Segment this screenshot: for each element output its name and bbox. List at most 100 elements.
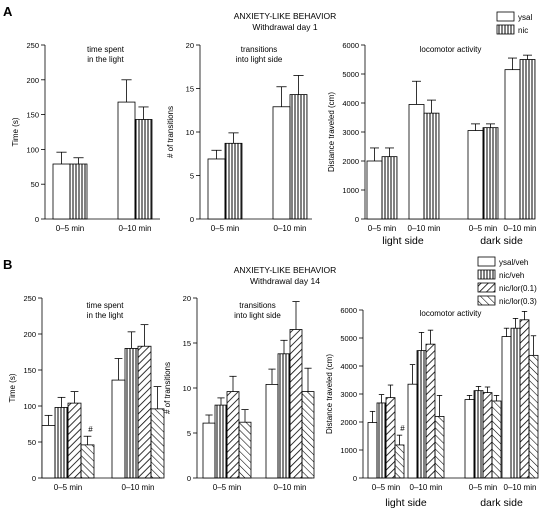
- bar: [519, 319, 530, 479]
- y-tick-label: 250: [26, 41, 39, 50]
- legend-label: ysal/veh: [499, 258, 528, 267]
- bar: [41, 425, 56, 479]
- y-tick-label: 0: [190, 215, 194, 224]
- x-tick-label: 0–5 min: [469, 224, 497, 233]
- y-tick-label: 0: [353, 474, 357, 483]
- chart-b-transitions: 0 5 10 15 20 # of transitions transitionsinto …: [163, 294, 315, 492]
- bar: [482, 127, 499, 220]
- y-axis-label: # of transitions: [166, 106, 175, 158]
- y-tick-label: 0: [355, 215, 359, 224]
- bar: [407, 383, 418, 479]
- group-label: light side: [385, 497, 427, 509]
- bar: [473, 390, 484, 479]
- legend-swatch: [496, 11, 515, 22]
- bar: [519, 59, 536, 220]
- bar: [385, 397, 396, 479]
- y-tick-label: 6000: [340, 306, 357, 315]
- legend-swatch: [477, 269, 496, 280]
- x-tick-label: 0–5 min: [56, 224, 84, 233]
- y-tick-label: 5: [187, 429, 191, 438]
- bar: [289, 329, 303, 479]
- y-tick-label: 2000: [342, 157, 359, 166]
- bar: [238, 421, 252, 479]
- y-tick-label: 15: [183, 339, 191, 348]
- bar: [423, 112, 440, 220]
- panel-subtitle-b: Withdrawal day 14: [250, 276, 320, 286]
- y-tick-label: 0: [32, 474, 36, 483]
- bar: [289, 94, 308, 220]
- bar: [301, 391, 315, 479]
- chart-title: transitions: [239, 301, 275, 310]
- chart-a-transitions: 0 5 10 15 20 # of transitions transitionsinto …: [166, 41, 312, 233]
- bar: [510, 327, 521, 479]
- legend-label: nic: [518, 26, 528, 35]
- significance-marker: #: [400, 424, 405, 433]
- significance-marker: #: [88, 425, 93, 434]
- group-label: light side: [382, 235, 424, 247]
- x-tick-label: 0–5 min: [372, 483, 400, 492]
- bar: [52, 163, 71, 220]
- y-tick-label: 4000: [340, 362, 357, 371]
- y-tick-label: 2000: [340, 418, 357, 427]
- legend-swatch: [477, 256, 496, 267]
- bar: [482, 392, 493, 479]
- legend-label: nic/lor(0.3): [499, 297, 537, 306]
- y-tick-label: 100: [23, 402, 36, 411]
- chart-title: time spent: [87, 301, 125, 310]
- x-tick-label: 0–5 min: [469, 483, 497, 492]
- panel-letter-a: A: [3, 4, 13, 19]
- bar: [202, 422, 216, 479]
- y-tick-label: 20: [183, 294, 191, 303]
- legend-label: nic/veh: [499, 271, 524, 280]
- chart-a-locomotor-activity: 0 1000 2000 3000 4000 5000 6000 Distance travel…: [327, 41, 536, 247]
- y-tick-label: 50: [31, 180, 39, 189]
- chart-title: in the light: [87, 55, 124, 64]
- bar: [504, 69, 521, 220]
- bar: [491, 400, 502, 479]
- bar: [69, 163, 88, 220]
- legend-swatch: [477, 295, 496, 306]
- x-tick-label: 0–10 min: [410, 483, 443, 492]
- y-tick-label: 150: [23, 366, 36, 375]
- bar: [366, 160, 383, 220]
- legend-swatch: [477, 282, 496, 293]
- y-tick-label: 0: [35, 215, 39, 224]
- chart-title: in the light: [87, 311, 124, 320]
- bar: [381, 156, 398, 220]
- bar: [67, 402, 82, 479]
- y-tick-label: 3000: [342, 128, 359, 137]
- x-tick-label: 0–5 min: [213, 483, 241, 492]
- y-axis-label: Time (s): [8, 373, 17, 402]
- bar: [226, 391, 240, 479]
- bar: [214, 404, 228, 479]
- y-tick-label: 10: [183, 384, 191, 393]
- x-tick-label: 0–5 min: [211, 224, 239, 233]
- bar: [54, 407, 69, 479]
- y-tick-label: 4000: [342, 99, 359, 108]
- group-label: dark side: [480, 497, 523, 509]
- panel-subtitle-a: Withdrawal day 1: [252, 22, 317, 32]
- panel-letter-b: B: [3, 257, 12, 272]
- bar: [376, 402, 387, 479]
- bar: [272, 106, 291, 220]
- y-tick-label: 15: [186, 85, 194, 94]
- bar: [124, 347, 139, 479]
- y-tick-label: 20: [186, 41, 194, 50]
- group-label: dark side: [480, 235, 523, 247]
- chart-title: locomotor activity: [420, 45, 482, 54]
- chart-title: into light side: [236, 55, 283, 64]
- bar: [80, 444, 95, 479]
- legend-label: ysal: [518, 13, 532, 22]
- x-tick-label: 0–5 min: [368, 224, 396, 233]
- y-tick-label: 50: [28, 438, 36, 447]
- x-tick-label: 0–10 min: [119, 224, 152, 233]
- y-tick-label: 6000: [342, 41, 359, 50]
- y-tick-label: 150: [26, 111, 39, 120]
- x-tick-label: 0–5 min: [54, 483, 82, 492]
- bar: [277, 353, 291, 479]
- bar: [150, 408, 165, 479]
- bar: [111, 379, 126, 479]
- bar: [416, 350, 427, 479]
